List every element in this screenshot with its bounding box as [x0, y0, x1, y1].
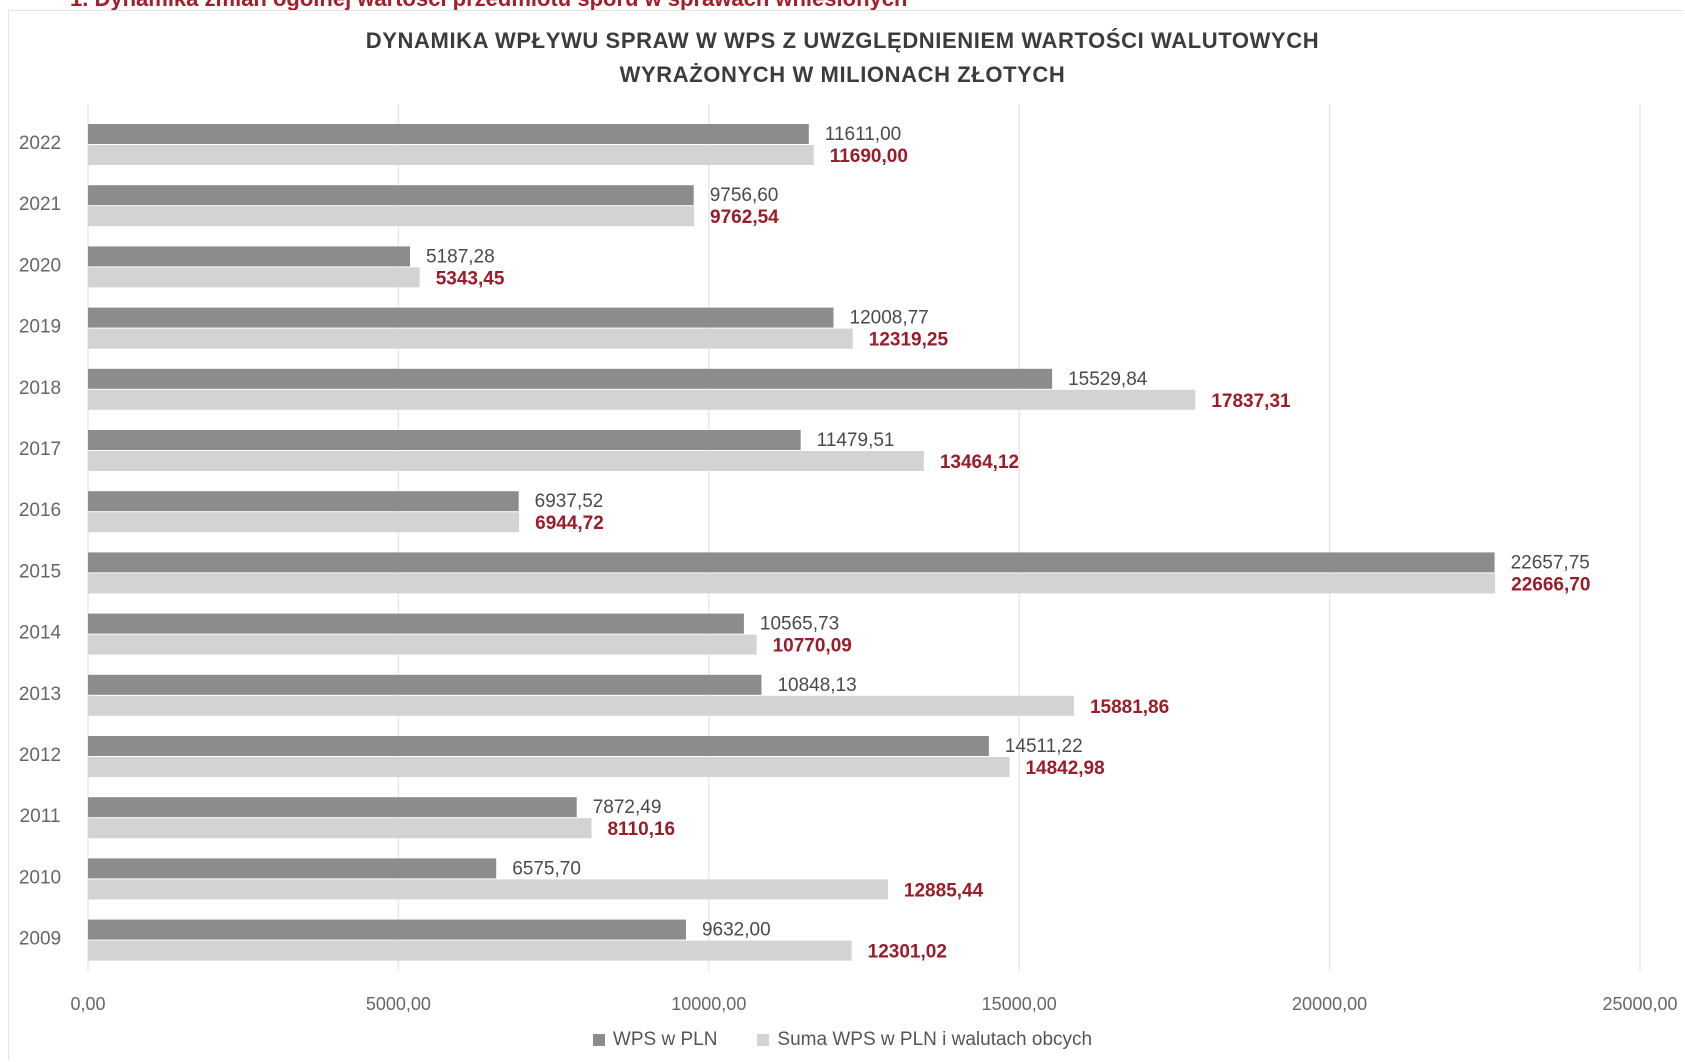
chart-title-line-2: WYRAŻONYCH W MILIONACH ZŁOTYCH [619, 62, 1066, 87]
bar-suma-wps [88, 328, 853, 349]
x-tick-label: 5000,00 [366, 994, 431, 1014]
chart-legend: WPS w PLN Suma WPS w PLN i walutach obcy… [0, 1029, 1685, 1051]
x-tick-label: 25000,00 [1602, 994, 1677, 1014]
bar-wps-pln [88, 797, 577, 818]
bar-suma-wps [88, 389, 1196, 410]
data-label-wps-pln: 22657,75 [1511, 552, 1590, 573]
x-tick-label: 0,00 [70, 994, 105, 1014]
bar-suma-wps [88, 512, 520, 533]
data-label-suma-wps: 13464,12 [940, 452, 1019, 473]
data-label-wps-pln: 11479,51 [817, 430, 895, 451]
bar-suma-wps [88, 940, 852, 961]
x-tick-label: 20000,00 [1292, 994, 1367, 1014]
data-label-suma-wps: 12885,44 [904, 880, 984, 901]
legend-label-series-1: WPS w PLN [612, 1029, 718, 1050]
data-label-suma-wps: 12301,02 [868, 942, 947, 963]
y-category-label: 2021 [19, 194, 61, 215]
y-category-label: 2017 [19, 439, 61, 460]
data-label-wps-pln: 12008,77 [850, 308, 929, 329]
legend-item-series-2: Suma WPS w PLN i walutach obcych [757, 1029, 1092, 1051]
legend-item-series-1: WPS w PLN [592, 1029, 718, 1051]
bar-wps-pln [88, 736, 989, 756]
data-label-suma-wps: 9762,54 [710, 207, 779, 228]
y-category-label: 2012 [19, 745, 61, 766]
bar-wps-pln [88, 919, 686, 940]
bar-suma-wps [88, 757, 1010, 777]
data-label-wps-pln: 6575,70 [512, 858, 581, 879]
y-category-label: 2011 [20, 806, 61, 827]
data-label-suma-wps: 15881,86 [1090, 697, 1169, 718]
bar-wps-pln [88, 430, 801, 450]
y-category-label: 2020 [19, 255, 61, 276]
data-label-suma-wps: 12319,25 [869, 330, 949, 351]
bar-suma-wps [88, 695, 1074, 716]
chart-title: DYNAMIKA WPŁYWU SPRAW W WPS Z UWZGLĘDNIE… [0, 24, 1685, 92]
bar-suma-wps [88, 879, 888, 900]
x-tick-label: 15000,00 [982, 994, 1057, 1014]
section-heading-text: 1. Dynamika zmian ogólnej wartości przed… [70, 0, 907, 10]
legend-swatch-series-1 [592, 1034, 605, 1046]
bar-suma-wps [88, 145, 814, 165]
bar-suma-wps [88, 267, 420, 288]
bar-wps-pln [88, 552, 1495, 573]
data-label-suma-wps: 6944,72 [535, 513, 604, 534]
bar-suma-wps [88, 451, 924, 471]
data-label-wps-pln: 10565,73 [760, 614, 839, 635]
bar-suma-wps [88, 634, 757, 655]
bar-wps-pln [88, 613, 744, 634]
bar-wps-pln [88, 307, 834, 328]
bar-suma-wps [88, 206, 695, 227]
data-label-wps-pln: 14511,22 [1005, 736, 1083, 757]
section-heading-fragment: 1. Dynamika zmian ogólnej wartości przed… [0, 0, 1685, 10]
y-category-label: 2009 [19, 929, 61, 950]
y-category-label: 2018 [19, 378, 61, 399]
chart-frame [8, 10, 1683, 1060]
data-label-wps-pln: 15529,84 [1068, 369, 1148, 390]
data-label-suma-wps: 22666,70 [1511, 574, 1590, 595]
data-label-suma-wps: 17837,31 [1211, 391, 1291, 412]
legend-label-series-2: Suma WPS w PLN i walutach obcych [777, 1029, 1093, 1050]
data-label-suma-wps: 11690,00 [830, 146, 908, 167]
data-label-suma-wps: 5343,45 [436, 268, 505, 289]
data-label-wps-pln: 9756,60 [710, 185, 779, 206]
x-tick-label: 10000,00 [671, 994, 746, 1014]
y-category-label: 2015 [19, 561, 61, 582]
data-label-suma-wps: 8110,16 [607, 819, 675, 840]
bar-wps-pln [88, 674, 762, 695]
bar-wps-pln [88, 246, 411, 267]
data-label-wps-pln: 11611,00 [825, 124, 901, 145]
legend-swatch-series-2 [757, 1034, 770, 1046]
bar-wps-pln [88, 491, 519, 512]
y-category-label: 2010 [19, 867, 61, 888]
data-label-wps-pln: 5187,28 [426, 246, 495, 267]
data-label-wps-pln: 6937,52 [535, 491, 604, 512]
chart-title-line-1: DYNAMIKA WPŁYWU SPRAW W WPS Z UWZGLĘDNIE… [365, 28, 1320, 53]
data-label-wps-pln: 10848,13 [777, 675, 856, 696]
y-category-label: 2019 [19, 317, 61, 338]
y-category-label: 2014 [19, 623, 62, 644]
bar-wps-pln [88, 124, 809, 144]
bar-wps-pln [88, 858, 497, 879]
bar-wps-pln [88, 185, 694, 206]
y-category-label: 2016 [19, 500, 61, 521]
data-label-wps-pln: 7872,49 [593, 797, 662, 818]
y-category-label: 2022 [19, 133, 61, 154]
data-label-suma-wps: 14842,98 [1025, 758, 1104, 779]
bar-suma-wps [88, 573, 1496, 594]
data-label-wps-pln: 9632,00 [702, 920, 771, 941]
data-label-suma-wps: 10770,09 [773, 636, 852, 657]
y-category-label: 2013 [19, 684, 61, 705]
bar-suma-wps [88, 818, 592, 839]
bar-wps-pln [88, 368, 1053, 389]
